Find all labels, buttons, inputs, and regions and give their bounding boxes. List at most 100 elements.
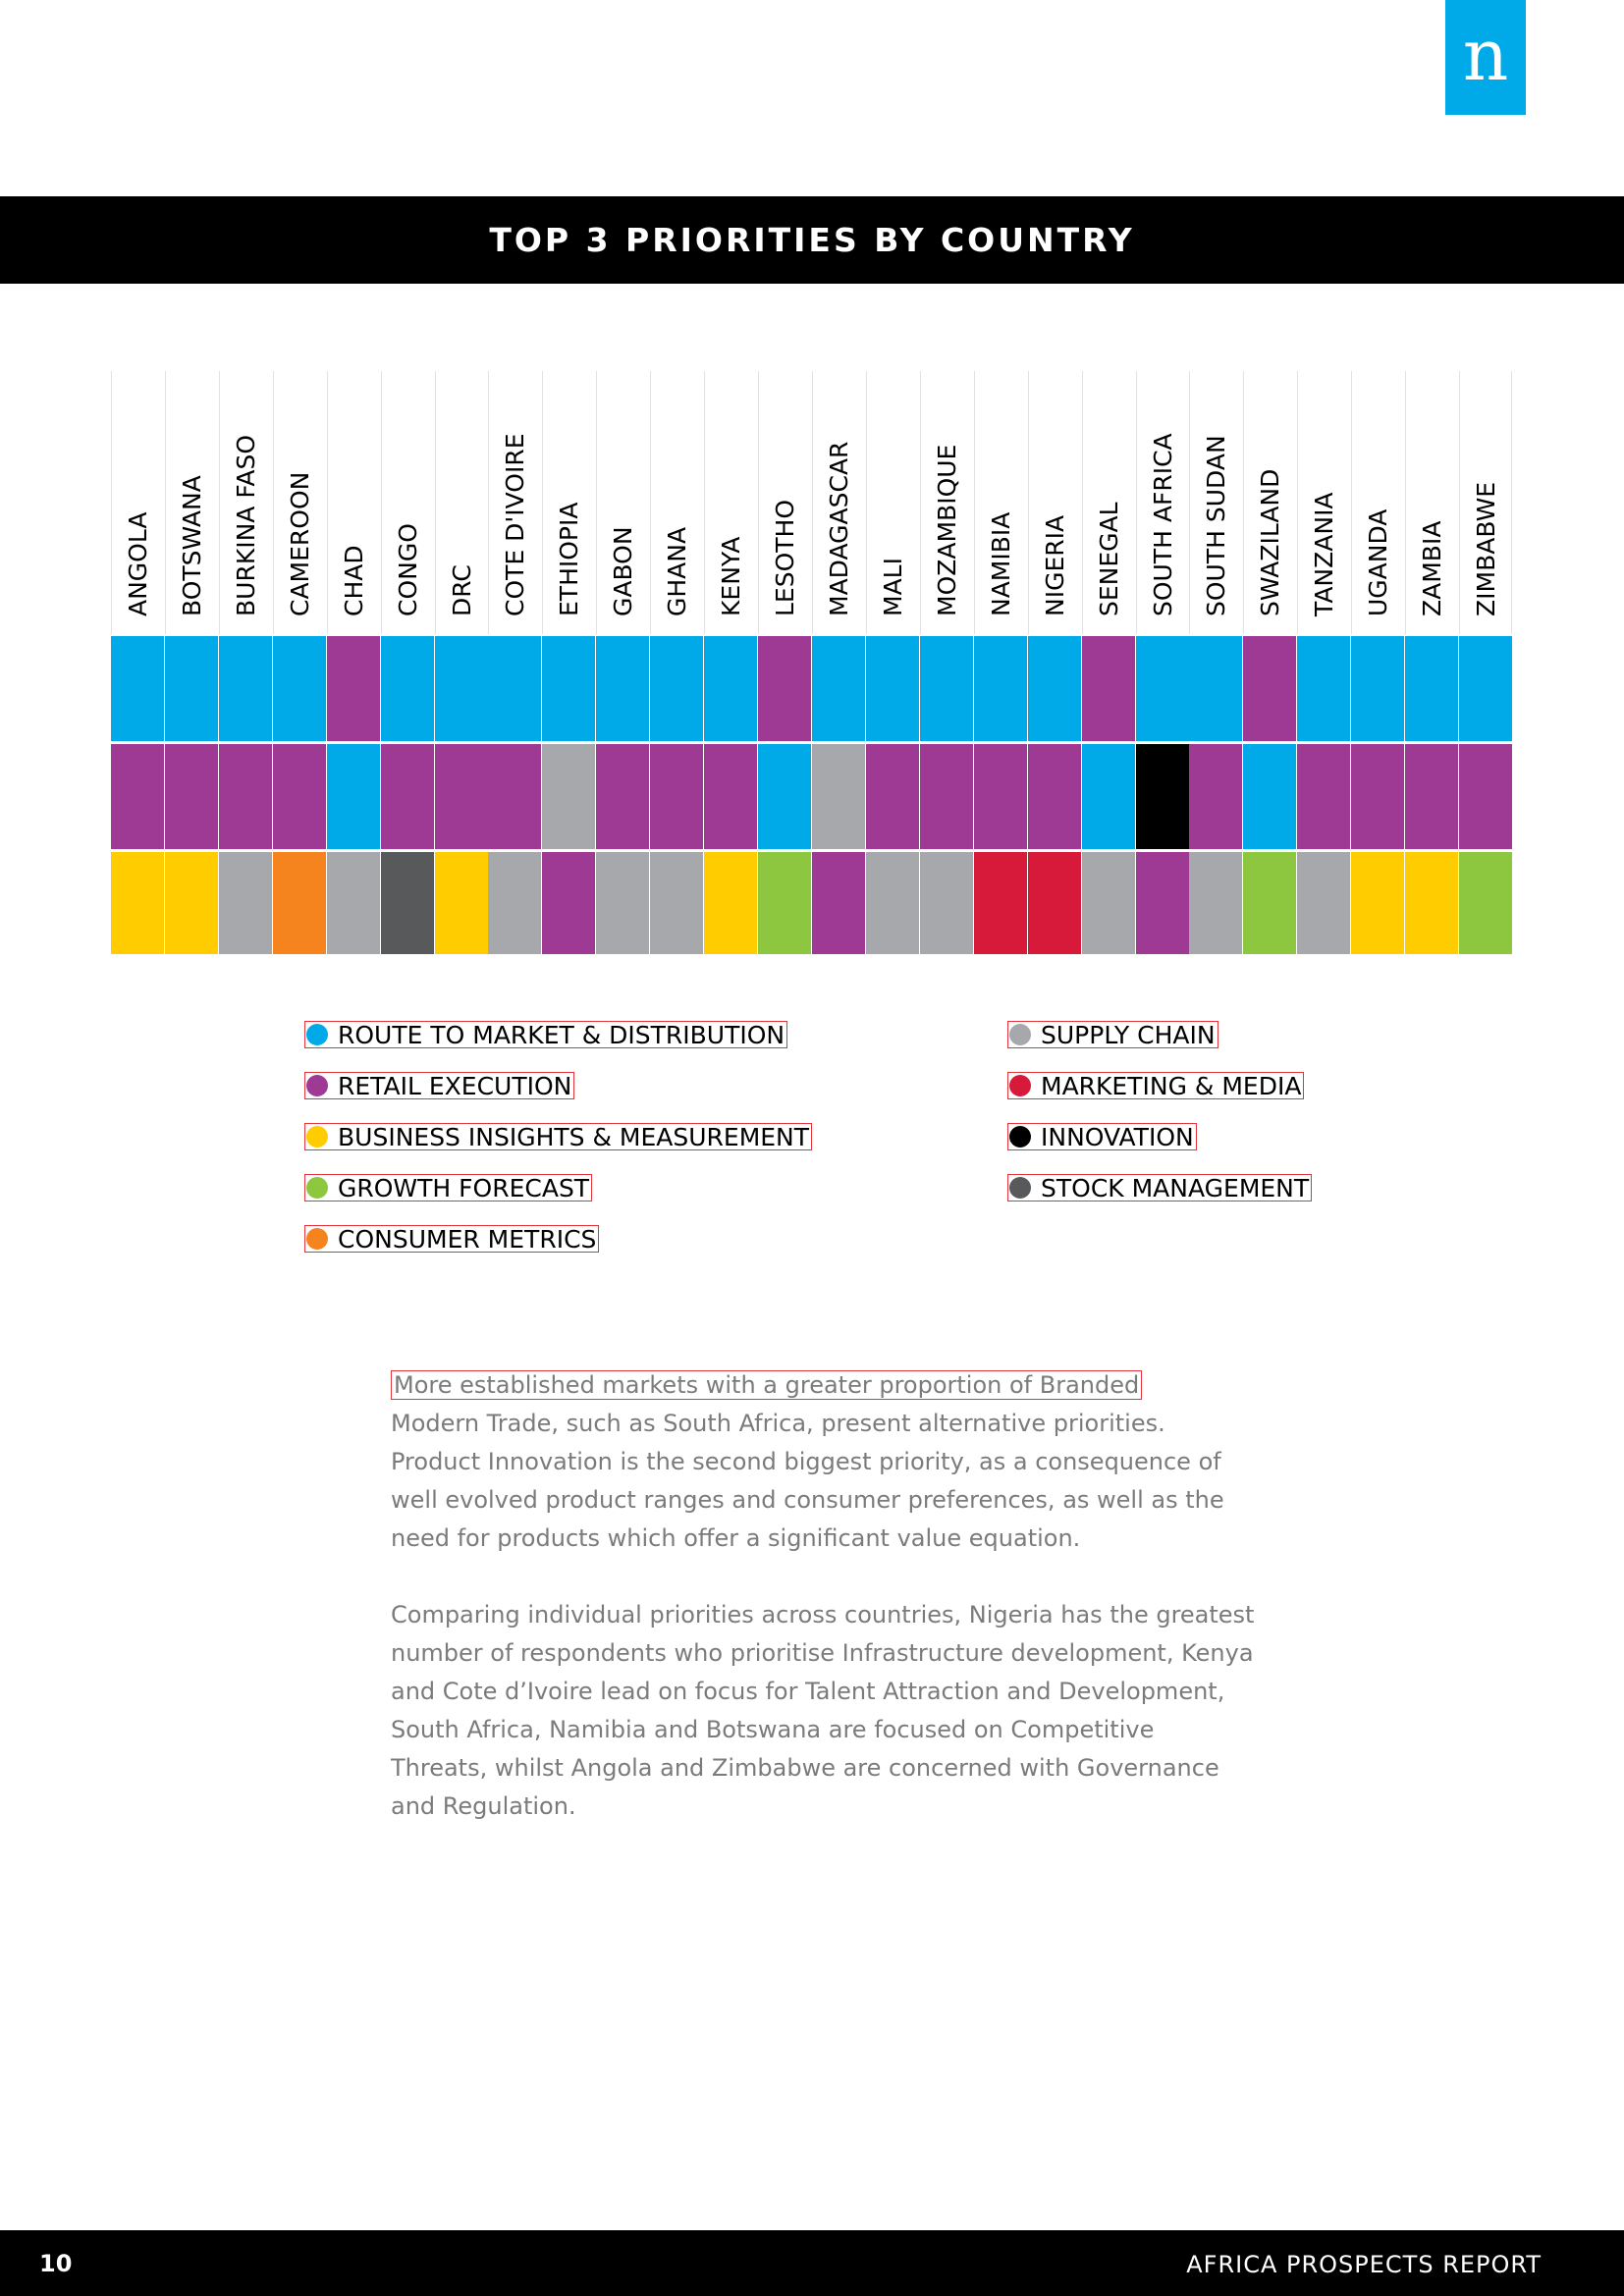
priority-1-cell <box>326 636 380 741</box>
priority-2-cell <box>1135 744 1189 849</box>
legend-label: RETAIL EXECUTION <box>338 1071 572 1100</box>
country-column: CHAD <box>326 371 380 954</box>
priority-1-cell <box>488 636 542 741</box>
legend-item-insights: BUSINESS INSIGHTS & MEASUREMENT <box>304 1123 813 1151</box>
priority-1-cell <box>812 636 865 741</box>
priority-1-cell <box>111 636 164 741</box>
legend-dot-icon <box>306 1228 328 1250</box>
country-label: MOZAMBIQUE <box>932 444 961 616</box>
priority-2-cell <box>973 744 1027 849</box>
country-header: ZIMBABWE <box>1459 371 1513 634</box>
priority-2-cell <box>272 744 326 849</box>
priority-3-cell <box>1081 852 1135 954</box>
legend-label: SUPPLY CHAIN <box>1041 1020 1216 1049</box>
priority-1-cell <box>1243 636 1297 741</box>
country-column: ETHIOPIA <box>542 371 596 954</box>
country-label: SENEGAL <box>1094 502 1123 616</box>
country-header: SOUTH AFRICA <box>1135 371 1189 634</box>
priority-2-cell <box>111 744 164 849</box>
priority-3-cell <box>1297 852 1351 954</box>
country-header: NIGERIA <box>1027 371 1081 634</box>
legend-label: ROUTE TO MARKET & DISTRIBUTION <box>338 1020 785 1049</box>
country-column: SOUTH AFRICA <box>1135 371 1189 954</box>
country-label: COTE D'IVOIRE <box>501 433 530 616</box>
country-column: GHANA <box>650 371 704 954</box>
legend-dot-icon <box>1009 1024 1031 1045</box>
priority-3-cell <box>758 852 812 954</box>
priority-2-cell <box>1027 744 1081 849</box>
priority-1-cell <box>272 636 326 741</box>
priority-2-cell <box>380 744 434 849</box>
priority-1-cell <box>1027 636 1081 741</box>
priority-1-cell <box>542 636 596 741</box>
paragraph-1-rest: Modern Trade, such as South Africa, pres… <box>391 1410 1224 1552</box>
priority-3-cell <box>542 852 596 954</box>
legend-item-innovation: INNOVATION <box>1007 1122 1197 1151</box>
legend-dot-icon <box>306 1126 328 1148</box>
priority-3-cell <box>488 852 542 954</box>
priority-3-cell <box>434 852 488 954</box>
priority-1-cell <box>973 636 1027 741</box>
priority-1-cell <box>865 636 919 741</box>
priority-2-cell <box>596 744 650 849</box>
paragraph-1-first-line: More established markets with a greater … <box>391 1370 1143 1400</box>
priority-1-cell <box>218 636 272 741</box>
country-label: LESOTHO <box>771 499 800 616</box>
country-header: ANGOLA <box>111 371 164 634</box>
country-header: CONGO <box>380 371 434 634</box>
country-label: NAMIBIA <box>986 511 1015 616</box>
country-label: CONGO <box>393 523 422 616</box>
country-header: GHANA <box>650 371 703 634</box>
country-label: SOUTH SUDAN <box>1202 435 1231 616</box>
country-header: MALI <box>865 371 919 634</box>
page-title: TOP 3 PRIORITIES BY COUNTRY <box>489 221 1135 259</box>
legend-item-stock: STOCK MANAGEMENT <box>1007 1174 1313 1202</box>
priority-2-cell <box>812 744 865 849</box>
priority-3-cell <box>1405 852 1459 954</box>
country-header: LESOTHO <box>758 371 811 634</box>
priority-1-cell <box>434 636 488 741</box>
country-column: MADAGASCAR <box>812 371 865 954</box>
country-label: CHAD <box>339 545 368 616</box>
country-header: SOUTH SUDAN <box>1189 371 1242 634</box>
legend-dot-icon <box>306 1177 328 1199</box>
legend-label: INNOVATION <box>1041 1122 1194 1151</box>
title-band: TOP 3 PRIORITIES BY COUNTRY <box>0 196 1624 284</box>
brand-logo: n <box>1445 0 1526 115</box>
country-header: DRC <box>434 371 488 634</box>
priority-2-cell <box>434 744 488 849</box>
priority-2-cell <box>919 744 973 849</box>
priority-2-cell <box>1081 744 1135 849</box>
priority-2-cell <box>1459 744 1513 849</box>
country-header: CAMEROON <box>272 371 326 634</box>
country-column: NAMIBIA <box>973 371 1027 954</box>
country-label: GABON <box>609 526 638 616</box>
priority-3-cell <box>380 852 434 954</box>
priority-3-cell <box>272 852 326 954</box>
priority-3-cell <box>164 852 218 954</box>
priority-3-cell <box>1243 852 1297 954</box>
country-column: KENYA <box>704 371 758 954</box>
legend-dot-icon <box>1009 1177 1031 1199</box>
priority-3-cell <box>1351 852 1405 954</box>
country-column: ZAMBIA <box>1405 371 1459 954</box>
country-label: MALI <box>878 558 907 616</box>
country-header: COTE D'IVOIRE <box>488 371 541 634</box>
country-header: BURKINA FASO <box>218 371 272 634</box>
country-header: MADAGASCAR <box>812 371 865 634</box>
priority-2-cell <box>1297 744 1351 849</box>
priority-1-cell <box>650 636 704 741</box>
country-label: SWAZILAND <box>1256 468 1285 616</box>
country-header: TANZANIA <box>1297 371 1350 634</box>
country-header: CHAD <box>326 371 380 634</box>
country-label: BOTSWANA <box>177 475 206 616</box>
priority-3-cell <box>1027 852 1081 954</box>
priority-3-cell <box>596 852 650 954</box>
legend-dot-icon <box>1009 1075 1031 1096</box>
legend-item-retail: RETAIL EXECUTION <box>304 1071 575 1100</box>
legend-label: CONSUMER METRICS <box>338 1224 597 1254</box>
priority-3-cell <box>812 852 865 954</box>
report-name: AFRICA PROSPECTS REPORT <box>1186 2251 1542 2278</box>
priority-3-cell <box>865 852 919 954</box>
country-column: TANZANIA <box>1297 371 1351 954</box>
